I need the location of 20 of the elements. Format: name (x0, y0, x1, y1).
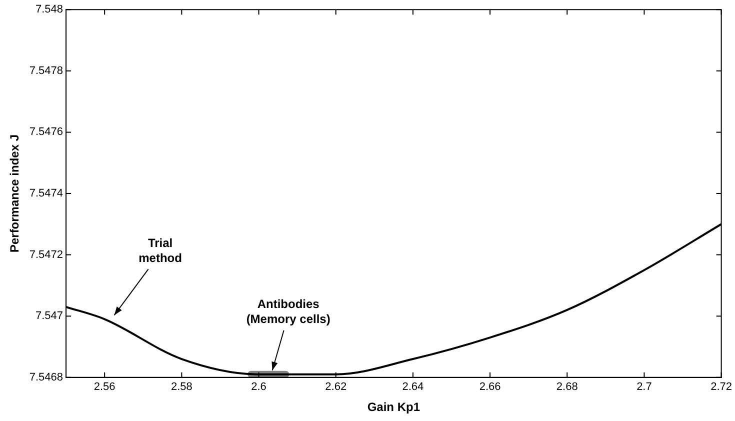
x-tick-label: 2.56 (94, 381, 116, 394)
y-tick-label: 7.5468 (29, 371, 64, 384)
y-tick-label: 7.5474 (29, 188, 64, 200)
x-tick-label: 2.7 (636, 381, 652, 394)
x-tick-label: 2.64 (402, 381, 424, 394)
y-tick-label: 7.547 (36, 310, 64, 322)
x-tick-label: 2.72 (710, 381, 732, 394)
x-tick-label: 2.68 (556, 381, 578, 394)
x-tick-label: 2.62 (325, 381, 347, 394)
y-tick-label: 7.548 (36, 4, 64, 16)
annotation: Antibodies (Memory cells) (246, 297, 330, 326)
y-tick-label: 7.5476 (29, 126, 64, 138)
x-axis-title: Gain Kp1 (367, 400, 420, 414)
x-tick-label: 2.6 (251, 381, 266, 394)
annotation: Trial method (138, 236, 182, 265)
y-tick-label: 7.5472 (29, 248, 64, 261)
y-axis-title: Performance index J (8, 134, 22, 253)
y-tick-label: 7.5478 (29, 64, 64, 77)
x-tick-label: 2.66 (479, 381, 501, 394)
x-tick-label: 2.58 (170, 381, 192, 394)
